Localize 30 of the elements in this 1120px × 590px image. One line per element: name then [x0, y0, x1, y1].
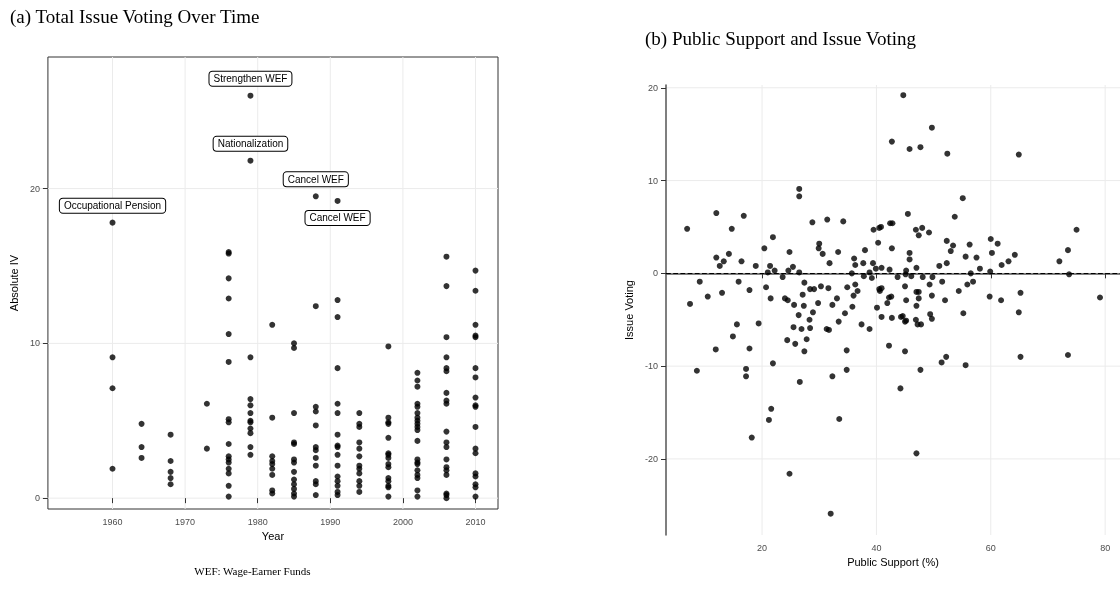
chart-title: (a) Total Issue Voting Over Time [10, 6, 260, 28]
x-tick-label: 20 [757, 542, 768, 553]
x-tick-label: 60 [985, 542, 996, 553]
x-tick-label: 1990 [320, 516, 341, 527]
y-tick-label: 20 [647, 82, 658, 93]
y-tick-label: 0 [652, 268, 658, 279]
y-tick-label: -10 [644, 361, 658, 372]
y-axis-title: Absolute IV [7, 254, 20, 312]
y-tick-label: 10 [29, 338, 40, 349]
x-axis-title: Public Support (%) [847, 556, 939, 569]
annotation: Cancel WEF [287, 173, 344, 185]
x-axis-title: Year [261, 530, 285, 543]
chart-title: (b) Public Support and Issue Voting [645, 28, 917, 50]
annotation: Occupational Pension [63, 200, 162, 212]
y-axis-title: Issue Voting [622, 280, 635, 340]
annotation: Strengthen WEF [213, 73, 288, 85]
x-tick-label: 1960 [102, 516, 123, 527]
y-tick-label: -20 [644, 453, 658, 464]
y-tick-label: 20 [29, 183, 40, 194]
annotation: Nationalization [217, 138, 284, 150]
x-tick-label: 2000 [392, 516, 413, 527]
annotation: Cancel WEF [309, 212, 366, 224]
y-tick-label: 0 [34, 493, 40, 504]
x-tick-label: 2010 [465, 516, 486, 527]
x-tick-label: 40 [871, 542, 882, 553]
text: WEF: Wage-Earner Funds [194, 564, 311, 577]
y-tick-label: 10 [647, 175, 658, 186]
x-tick-label: 1970 [175, 516, 196, 527]
x-tick-label: 80 [1100, 542, 1111, 553]
x-tick-label: 1980 [247, 516, 268, 527]
